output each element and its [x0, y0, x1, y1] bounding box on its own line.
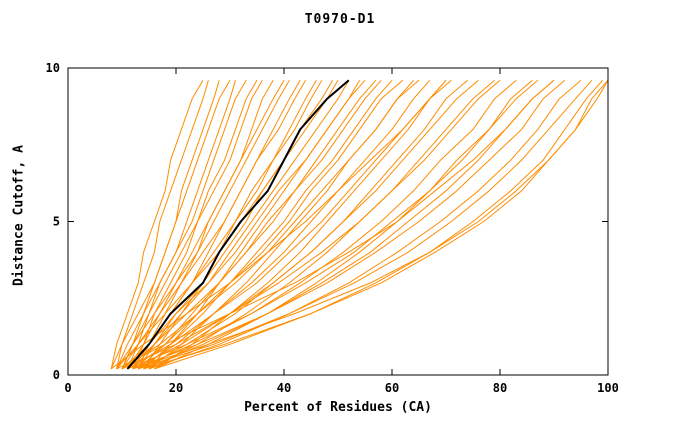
series-prediction-28	[154, 79, 447, 370]
x-tick-label: 60	[385, 381, 399, 395]
series-prediction-39	[148, 79, 582, 370]
series-prediction-01	[110, 80, 204, 370]
series-prediction-06	[116, 80, 247, 370]
series-prediction-13	[121, 80, 307, 370]
series-prediction-38	[132, 79, 566, 370]
series-prediction-42	[143, 79, 609, 370]
x-tick-label: 40	[277, 381, 291, 395]
chart-title: T0970-D1	[304, 12, 376, 27]
series-prediction-04	[110, 80, 231, 370]
series-prediction-45	[110, 79, 447, 370]
series-reference-model	[126, 79, 350, 370]
series-prediction-27	[137, 79, 431, 370]
series-prediction-34	[137, 79, 517, 370]
x-tick-label: 0	[64, 381, 71, 395]
series-prediction-33	[121, 79, 501, 370]
x-tick-label: 20	[169, 381, 183, 395]
series-prediction-23	[143, 79, 393, 370]
y-tick-label: 10	[46, 61, 60, 75]
series-prediction-10	[126, 80, 285, 370]
y-tick-label: 5	[53, 215, 60, 229]
series-prediction-20	[121, 79, 366, 370]
series-prediction-40	[138, 79, 593, 370]
series-prediction-43	[132, 80, 609, 370]
x-tick-label: 80	[493, 381, 507, 395]
series-prediction-16	[137, 80, 334, 370]
series-prediction-05	[126, 80, 236, 370]
x-tick-label: 100	[597, 381, 619, 395]
series-prediction-41	[154, 79, 603, 370]
series-prediction-26	[121, 79, 420, 370]
series-prediction-11	[116, 80, 290, 370]
series-prediction-24	[132, 79, 404, 370]
series-prediction-36	[127, 79, 539, 370]
series-prediction-44	[116, 79, 555, 370]
series-prediction-08	[121, 80, 263, 370]
series-prediction-21	[137, 79, 377, 370]
series-prediction-02	[116, 80, 209, 370]
y-tick-label: 0	[53, 368, 60, 382]
series-prediction-31	[132, 79, 479, 370]
x-axis-label: Percent of Residues (CA)	[244, 400, 432, 415]
series-prediction-29	[127, 79, 452, 370]
series-prediction-22	[127, 79, 382, 370]
